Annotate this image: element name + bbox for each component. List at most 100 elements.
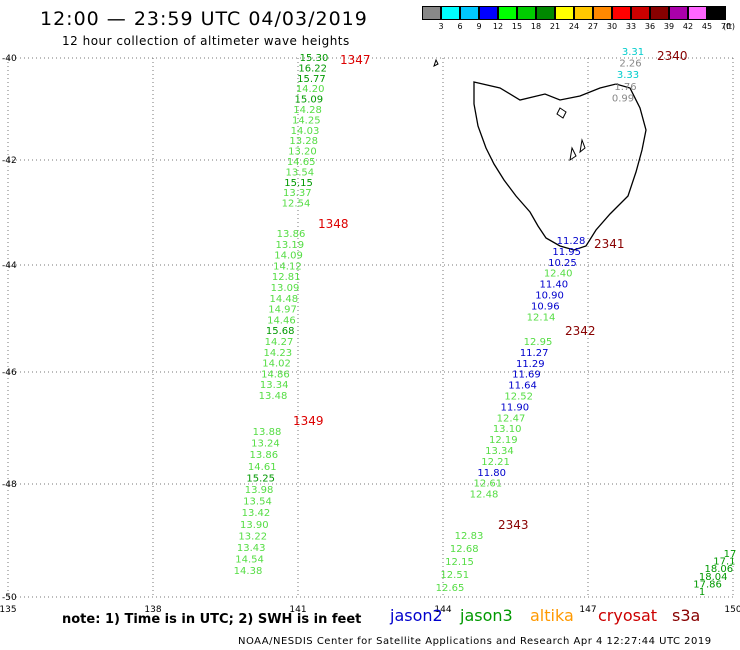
wave-height-value: 12.61 bbox=[474, 479, 503, 490]
wave-height-value: 13.19 bbox=[275, 240, 304, 251]
satellite-legend-item: jason2 bbox=[390, 606, 443, 625]
altimeter-track: 3.312.263.331.760.99 2340 bbox=[612, 47, 688, 104]
wave-height-value: 14.27 bbox=[265, 337, 294, 348]
footnote: note: 1) Time is in UTC; 2) SWH is in fe… bbox=[62, 612, 362, 627]
wave-height-value: 14.97 bbox=[268, 305, 297, 316]
scale-label: 39 bbox=[663, 22, 675, 31]
mainland-outline bbox=[473, 81, 647, 251]
scale-label: 18 bbox=[530, 22, 542, 31]
wave-height-value: 17 bbox=[724, 549, 737, 560]
wave-height-value: 12.21 bbox=[481, 457, 510, 468]
scale-label: 27 bbox=[587, 22, 599, 31]
graticule bbox=[7, 57, 734, 598]
wave-height-value: 12.14 bbox=[527, 312, 556, 323]
wave-height-value: 11.90 bbox=[501, 402, 530, 413]
wave-height-value: 15.15 bbox=[284, 178, 313, 189]
wave-height-value: 13.54 bbox=[243, 497, 272, 508]
wave-height-value: 15.09 bbox=[295, 95, 324, 106]
wave-height-value: 12.81 bbox=[272, 272, 301, 283]
wave-height-value: 14.25 bbox=[292, 115, 321, 126]
wave-height-value: 18.06 bbox=[704, 564, 733, 575]
pass-id-label: 1349 bbox=[293, 414, 324, 428]
lon-label: 138 bbox=[144, 605, 161, 615]
pass-id-label: 2343 bbox=[498, 518, 529, 532]
scale-swatch bbox=[593, 6, 612, 20]
scale-swatch bbox=[612, 6, 631, 20]
lat-label: -44 bbox=[2, 261, 17, 271]
credit-line: NOAA/NESDIS Center for Satellite Applica… bbox=[238, 636, 712, 647]
wave-height-value: 13.34 bbox=[260, 380, 289, 391]
lat-label: -40 bbox=[2, 54, 17, 64]
wave-height-value: 13.90 bbox=[240, 520, 269, 531]
wave-height-value: 14.09 bbox=[274, 251, 303, 262]
lon-label: 147 bbox=[579, 605, 596, 615]
scale-label: 24 bbox=[568, 22, 580, 31]
wave-height-value: 13.22 bbox=[238, 531, 267, 542]
wave-height-value: 13.37 bbox=[283, 188, 312, 199]
wave-height-value: 13.86 bbox=[277, 229, 306, 240]
scale-label: 70 bbox=[720, 22, 732, 31]
lat-label: -50 bbox=[2, 593, 17, 603]
scale-swatch bbox=[669, 6, 688, 20]
wave-height-value: 12.48 bbox=[470, 490, 499, 501]
scale-swatch bbox=[460, 6, 479, 20]
wave-height-value: 11.95 bbox=[552, 247, 581, 258]
wave-height-value: 10.96 bbox=[531, 301, 560, 312]
pass-id-label: 2340 bbox=[657, 49, 688, 63]
scale-swatch bbox=[422, 6, 441, 20]
satellite-legend-item: altika bbox=[530, 606, 574, 625]
wave-height-value: 13.42 bbox=[242, 508, 271, 519]
wave-height-value: 14.46 bbox=[267, 315, 296, 326]
wave-height-value: 11.80 bbox=[477, 468, 506, 479]
altimeter-track: 15.3016.2215.7714.2015.0914.2814.2514.03… bbox=[282, 53, 371, 210]
satellite-legend-item: jason3 bbox=[460, 606, 513, 625]
wave-height-value: 15.30 bbox=[300, 53, 329, 64]
pass-id-label: 1348 bbox=[318, 217, 349, 231]
scale-label: 3 bbox=[438, 22, 444, 31]
wave-height-value: 17.86 bbox=[693, 579, 722, 590]
island-outline bbox=[433, 58, 439, 67]
scale-swatch bbox=[688, 6, 707, 20]
lon-label: 141 bbox=[289, 605, 306, 615]
scale-swatch bbox=[498, 6, 517, 20]
wave-height-value: 14.02 bbox=[262, 359, 291, 370]
scale-swatch bbox=[517, 6, 536, 20]
wave-height-value: 13.28 bbox=[289, 136, 318, 147]
wave-height-value: 3.31 bbox=[622, 47, 644, 58]
scale-unit: (ft) bbox=[722, 22, 736, 31]
wave-height-value: 16.22 bbox=[298, 63, 327, 74]
wave-height-value: 11.29 bbox=[516, 359, 545, 370]
wave-height-value: 14.38 bbox=[234, 566, 263, 577]
scale-label: 36 bbox=[644, 22, 656, 31]
scale-label: 9 bbox=[476, 22, 482, 31]
pass-id-label: 2341 bbox=[594, 237, 625, 251]
wave-height-value: 17.1 bbox=[713, 557, 735, 568]
scale-swatch bbox=[555, 6, 574, 20]
scale-swatch bbox=[574, 6, 593, 20]
scale-label: 6 bbox=[457, 22, 463, 31]
scale-label: 12 bbox=[492, 22, 504, 31]
altimeter-track: 13.8613.1914.0914.1212.8113.0914.4814.97… bbox=[259, 217, 349, 402]
wave-height-value: 14.28 bbox=[293, 105, 322, 116]
wave-height-value: 14.61 bbox=[248, 462, 277, 473]
wave-height-value: 13.43 bbox=[237, 543, 266, 554]
wave-height-value: 14.12 bbox=[273, 261, 302, 272]
wave-height-value: 12.83 bbox=[455, 531, 484, 542]
wave-height-value: 13.10 bbox=[493, 424, 522, 435]
wave-height-value: 13.88 bbox=[253, 427, 282, 438]
wave-height-value: 14.48 bbox=[269, 294, 298, 305]
scale-swatch bbox=[441, 6, 460, 20]
wave-height-value: 13.20 bbox=[288, 147, 317, 158]
wave-height-value: 12.68 bbox=[450, 544, 479, 555]
wave-height-value: 13.34 bbox=[485, 446, 514, 457]
wave-height-value: 14.03 bbox=[291, 126, 320, 137]
lat-label: -48 bbox=[2, 480, 17, 490]
lat-label: -42 bbox=[2, 156, 17, 166]
satellite-legend-item: s3a bbox=[672, 606, 701, 625]
wave-height-value: 3.33 bbox=[617, 70, 639, 81]
wave-height-value: 2.26 bbox=[619, 59, 641, 70]
scale-swatch bbox=[536, 6, 555, 20]
wave-height-value: 10.25 bbox=[548, 258, 577, 269]
